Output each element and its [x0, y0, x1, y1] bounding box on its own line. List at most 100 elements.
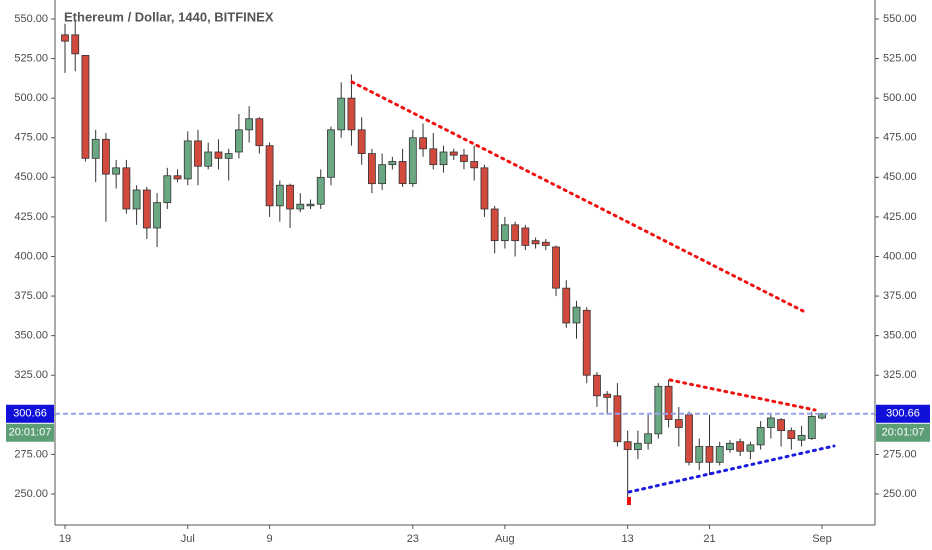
candle-body — [71, 34, 80, 55]
candle-body — [756, 427, 765, 446]
candle-body — [582, 309, 591, 376]
countdown-tag — [6, 423, 54, 442]
countdown-label: 20:01:07 — [9, 427, 52, 439]
x-tick-label: 19 — [59, 533, 71, 545]
candle-body — [429, 148, 438, 166]
candle-body — [214, 151, 223, 159]
y-tick-label: 375.00 — [883, 290, 917, 302]
candle-body — [726, 442, 734, 451]
y-tick-label: 350.00 — [14, 330, 48, 342]
candle-body — [705, 446, 714, 463]
candle-body — [408, 137, 417, 185]
y-tick-label: 500.00 — [883, 92, 917, 104]
candle-body — [541, 241, 550, 246]
candle-body — [593, 374, 601, 397]
candle-body — [766, 417, 775, 428]
price-tag-label: 300.66 — [13, 408, 47, 420]
y-tick-label: 400.00 — [14, 250, 48, 262]
candle-body — [644, 433, 653, 444]
candle-body — [818, 413, 826, 419]
candle-body — [357, 129, 366, 154]
candle-body — [552, 246, 560, 289]
candle-body — [439, 151, 448, 166]
candle-body — [419, 137, 427, 150]
y-tick-label: 475.00 — [883, 132, 917, 144]
candle-body — [685, 414, 693, 463]
x-tick-label: Sep — [812, 533, 832, 545]
candle-body — [337, 97, 346, 131]
candle-body — [327, 129, 335, 178]
countdown-label: 20:01:07 — [882, 427, 925, 439]
countdown-tag — [876, 423, 930, 442]
candle-body — [102, 138, 110, 175]
candle-body — [531, 240, 540, 245]
x-tick-label: Jul — [181, 533, 195, 545]
candle-body — [398, 161, 407, 185]
y-tick-label: 325.00 — [14, 369, 48, 381]
marker — [627, 497, 631, 505]
trend-line — [350, 80, 805, 313]
y-tick-label: 525.00 — [883, 52, 917, 64]
candle-body — [633, 442, 642, 451]
y-tick-label: 325.00 — [883, 369, 917, 381]
candle-body — [347, 97, 356, 131]
candle-body — [378, 164, 387, 185]
candle-body — [777, 419, 785, 432]
candle-body — [183, 140, 192, 180]
y-tick-label: 250.00 — [14, 488, 48, 500]
y-tick-label: 275.00 — [883, 448, 917, 460]
trend-line — [627, 444, 836, 494]
candle-body — [153, 202, 161, 229]
y-tick-label: 250.00 — [883, 488, 917, 500]
candle-body — [797, 434, 806, 441]
candle-body — [255, 118, 264, 147]
candle-body — [736, 441, 745, 452]
candle-body — [132, 189, 141, 210]
candle-body — [562, 287, 571, 324]
candle-body — [224, 153, 233, 159]
candle-body — [235, 129, 243, 153]
candle-body — [746, 444, 755, 452]
candle-body — [664, 385, 673, 420]
candle-body — [306, 203, 315, 207]
candle-body — [245, 118, 254, 131]
x-tick-label: Aug — [495, 533, 515, 545]
candle-body — [715, 446, 724, 463]
candle-body — [286, 184, 294, 210]
candle-body — [807, 415, 816, 439]
candle-body — [91, 138, 100, 159]
candle-body — [194, 140, 202, 167]
candle-body — [367, 153, 376, 185]
candle-body — [654, 385, 663, 435]
candle-body — [460, 154, 468, 162]
y-tick-label: 500.00 — [14, 92, 48, 104]
price-tag-label: 300.66 — [886, 408, 920, 420]
candle-body — [204, 151, 213, 167]
candle-body — [173, 175, 182, 180]
marks — [61, 20, 826, 502]
y-tick-label: 275.00 — [14, 448, 48, 460]
y-tick-label: 550.00 — [14, 13, 48, 25]
candle-body — [613, 395, 622, 443]
candle-body — [695, 446, 704, 463]
candle-body — [674, 419, 683, 428]
candle-body — [480, 167, 489, 210]
y-tick-label: 400.00 — [883, 250, 917, 262]
candle-body — [142, 189, 151, 229]
y-tick-label: 450.00 — [14, 171, 48, 183]
candle-body — [112, 167, 121, 175]
candle-body — [61, 34, 69, 42]
candle-body — [572, 306, 581, 324]
candle-body — [275, 184, 284, 207]
y-tick-label: 525.00 — [14, 52, 48, 64]
candle-body — [122, 167, 131, 210]
y-tick-label: 450.00 — [883, 171, 917, 183]
y-tick-label: 425.00 — [14, 211, 48, 223]
chart-title: Ethereum / Dollar, 1440, BITFINEX — [64, 9, 274, 24]
candle-body — [623, 441, 632, 451]
y-tick-label: 475.00 — [14, 132, 48, 144]
price-tag — [6, 404, 54, 423]
candle-body — [296, 203, 305, 210]
